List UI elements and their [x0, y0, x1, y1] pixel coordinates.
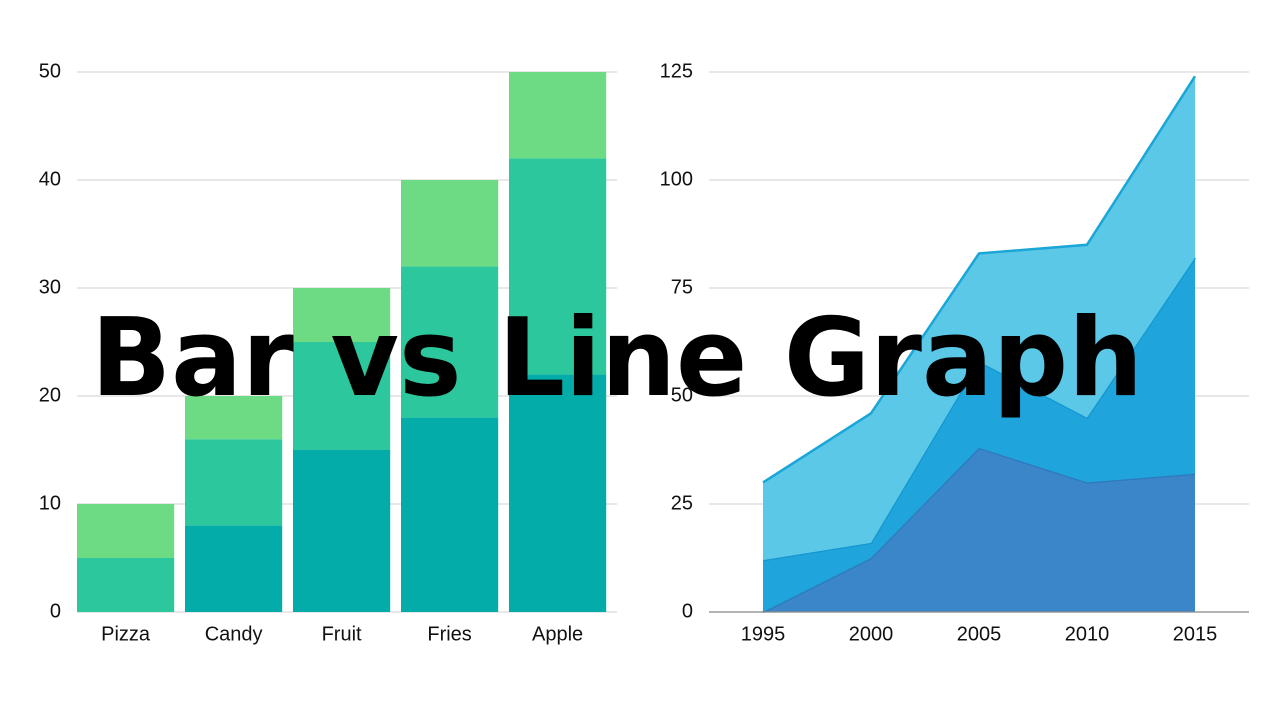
bar-segment	[401, 417, 499, 612]
chart-layer: 0 10 20 30 40 50 Pizza Candy Fruit Fries Apple 0 25 5…	[39, 60, 1249, 645]
area	[763, 76, 1195, 561]
bar-segment	[293, 450, 391, 612]
y-tick-label: 25	[671, 492, 693, 514]
y-tick-label: 20	[39, 384, 61, 406]
y-tick-label: 50	[39, 60, 61, 82]
x-tick-label: 2005	[957, 623, 1002, 645]
bar-segment	[401, 180, 499, 267]
bar-segment	[509, 158, 607, 375]
y-tick-label: 100	[660, 168, 693, 190]
bar-segment	[185, 525, 283, 612]
x-tick-label: Fruit	[322, 623, 362, 645]
y-tick-label: 0	[50, 600, 61, 622]
x-tick-label: 2010	[1065, 623, 1110, 645]
y-tick-label: 50	[671, 384, 693, 406]
x-tick-label: Pizza	[101, 623, 151, 645]
x-tick-label: 2015	[1173, 623, 1218, 645]
bar-segment	[509, 72, 607, 159]
bar-segment	[293, 342, 391, 450]
overlay-title: Bar vs Line Graph	[91, 296, 1143, 421]
x-tick-label: Apple	[532, 623, 583, 645]
x-tick-label: 2000	[849, 623, 894, 645]
bar-segment	[293, 288, 391, 342]
bar-segment	[77, 558, 175, 612]
bar-segment	[77, 504, 175, 558]
x-tick-label: 1995	[741, 623, 786, 645]
area	[763, 447, 1195, 612]
y-tick-label: 40	[39, 168, 61, 190]
y-tick-label: 10	[39, 492, 61, 514]
bar-segment	[401, 266, 499, 418]
area	[763, 257, 1195, 612]
bar-segment	[185, 396, 283, 440]
y-tick-label: 75	[671, 276, 693, 298]
bar-segment	[509, 374, 607, 612]
x-tick-label: Fries	[427, 623, 471, 645]
y-tick-label: 30	[39, 276, 61, 298]
area-line	[762, 75, 1197, 484]
y-tick-label: 0	[682, 600, 693, 622]
y-tick-label: 125	[660, 60, 693, 82]
x-tick-label: Candy	[205, 623, 263, 645]
bar-segment	[185, 439, 283, 526]
